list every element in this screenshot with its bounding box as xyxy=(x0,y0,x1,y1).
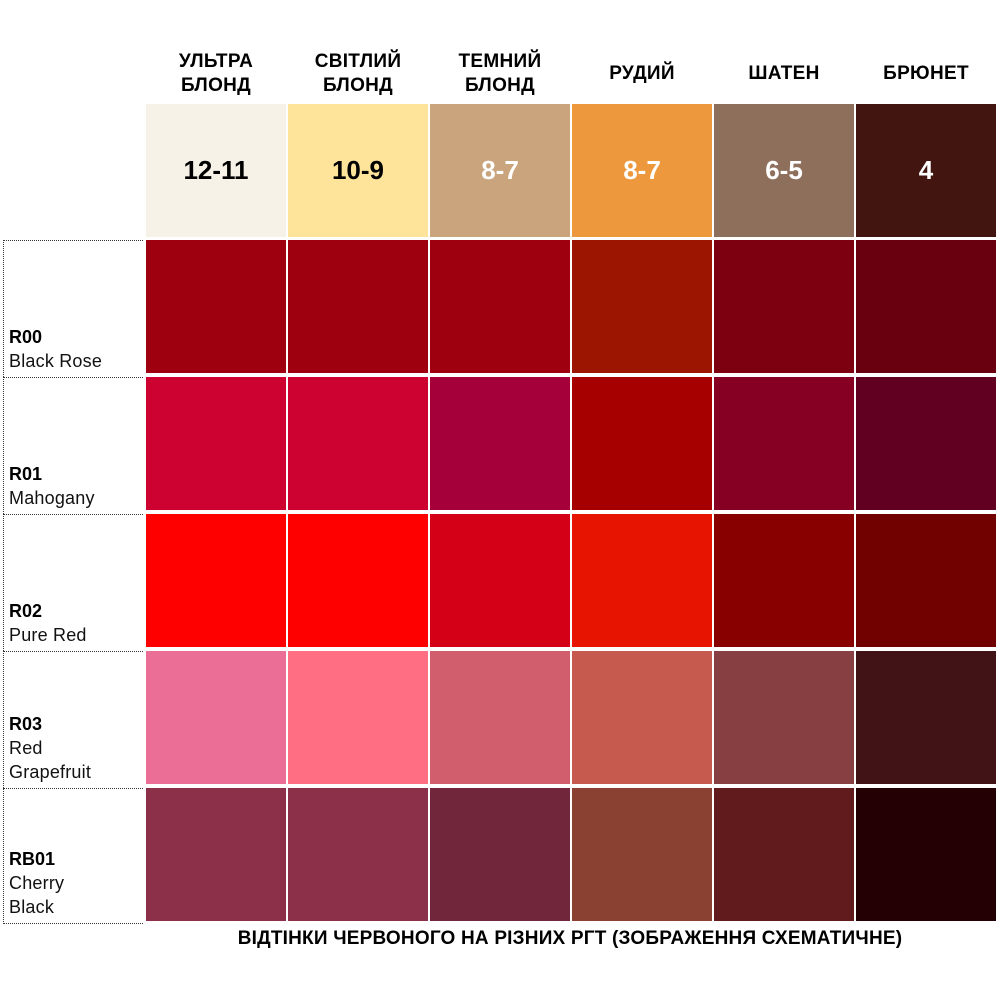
column-header: УЛЬТРА БЛОНД xyxy=(146,48,286,100)
shade-code: R02 xyxy=(9,601,43,621)
row-label: R02 Pure Red xyxy=(3,514,143,651)
color-swatch xyxy=(572,240,712,373)
level-swatch: 6-5 xyxy=(714,104,854,237)
color-swatch xyxy=(288,514,428,647)
column-header: БРЮНЕТ xyxy=(856,48,996,100)
shade-name: Mahogany xyxy=(9,488,95,508)
row-label: RB01 Cherry Black xyxy=(3,788,143,924)
shade-name: Red Grapefruit xyxy=(9,738,92,782)
shade-name: Black Rose xyxy=(9,351,103,371)
color-swatch xyxy=(430,788,570,921)
column-title: РУДИЙ xyxy=(609,63,675,84)
shade-name: Cherry Black xyxy=(9,873,65,917)
shade-code: R00 xyxy=(9,327,43,347)
color-swatch xyxy=(714,651,854,784)
column-header: СВІТЛИЙ БЛОНД xyxy=(288,48,428,100)
color-swatch xyxy=(856,651,996,784)
color-swatch xyxy=(714,377,854,510)
row-label: R00 Black Rose xyxy=(3,240,143,377)
color-swatch xyxy=(430,651,570,784)
color-swatch xyxy=(288,788,428,921)
column-title: УЛЬТРА БЛОНД xyxy=(178,51,254,96)
color-swatch xyxy=(430,514,570,647)
column-title: БРЮНЕТ xyxy=(883,63,969,84)
color-swatch xyxy=(146,240,286,373)
color-swatch xyxy=(714,788,854,921)
color-swatch xyxy=(288,377,428,510)
row-label: R01 Mahogany xyxy=(3,377,143,514)
column-title: ТЕМНИЙ БЛОНД xyxy=(458,51,542,96)
color-swatch xyxy=(856,514,996,647)
chart-caption: ВІДТІНКИ ЧЕРВОНОГО НА РІЗНИХ РГТ (ЗОБРАЖ… xyxy=(237,928,903,949)
color-swatch xyxy=(146,377,286,510)
color-swatch xyxy=(430,240,570,373)
level-swatch: 8-7 xyxy=(430,104,570,237)
column-header: ШАТЕН xyxy=(714,48,854,100)
color-swatch xyxy=(288,240,428,373)
color-swatch xyxy=(146,651,286,784)
color-swatch xyxy=(572,514,712,647)
color-swatch xyxy=(288,651,428,784)
color-swatch xyxy=(856,788,996,921)
column-header: ТЕМНИЙ БЛОНД xyxy=(430,48,570,100)
color-swatch xyxy=(430,377,570,510)
shade-code: RB01 xyxy=(9,849,56,869)
color-swatch xyxy=(572,788,712,921)
column-title: ШАТЕН xyxy=(748,63,820,84)
color-swatch xyxy=(714,514,854,647)
level-swatch: 4 xyxy=(856,104,996,237)
color-swatch xyxy=(146,514,286,647)
color-swatch xyxy=(714,240,854,373)
color-swatch xyxy=(572,651,712,784)
color-swatch xyxy=(572,377,712,510)
shade-code: R01 xyxy=(9,464,43,484)
color-swatch xyxy=(146,788,286,921)
color-swatch xyxy=(856,240,996,373)
level-swatch: 10-9 xyxy=(288,104,428,237)
shade-code: R03 xyxy=(9,714,43,734)
shade-name: Pure Red xyxy=(9,625,87,645)
color-swatch xyxy=(856,377,996,510)
column-header: РУДИЙ xyxy=(572,48,712,100)
level-swatch: 8-7 xyxy=(572,104,712,237)
row-label: R03 Red Grapefruit xyxy=(3,651,143,788)
column-title: СВІТЛИЙ БЛОНД xyxy=(314,51,402,96)
level-swatch: 12-11 xyxy=(146,104,286,237)
